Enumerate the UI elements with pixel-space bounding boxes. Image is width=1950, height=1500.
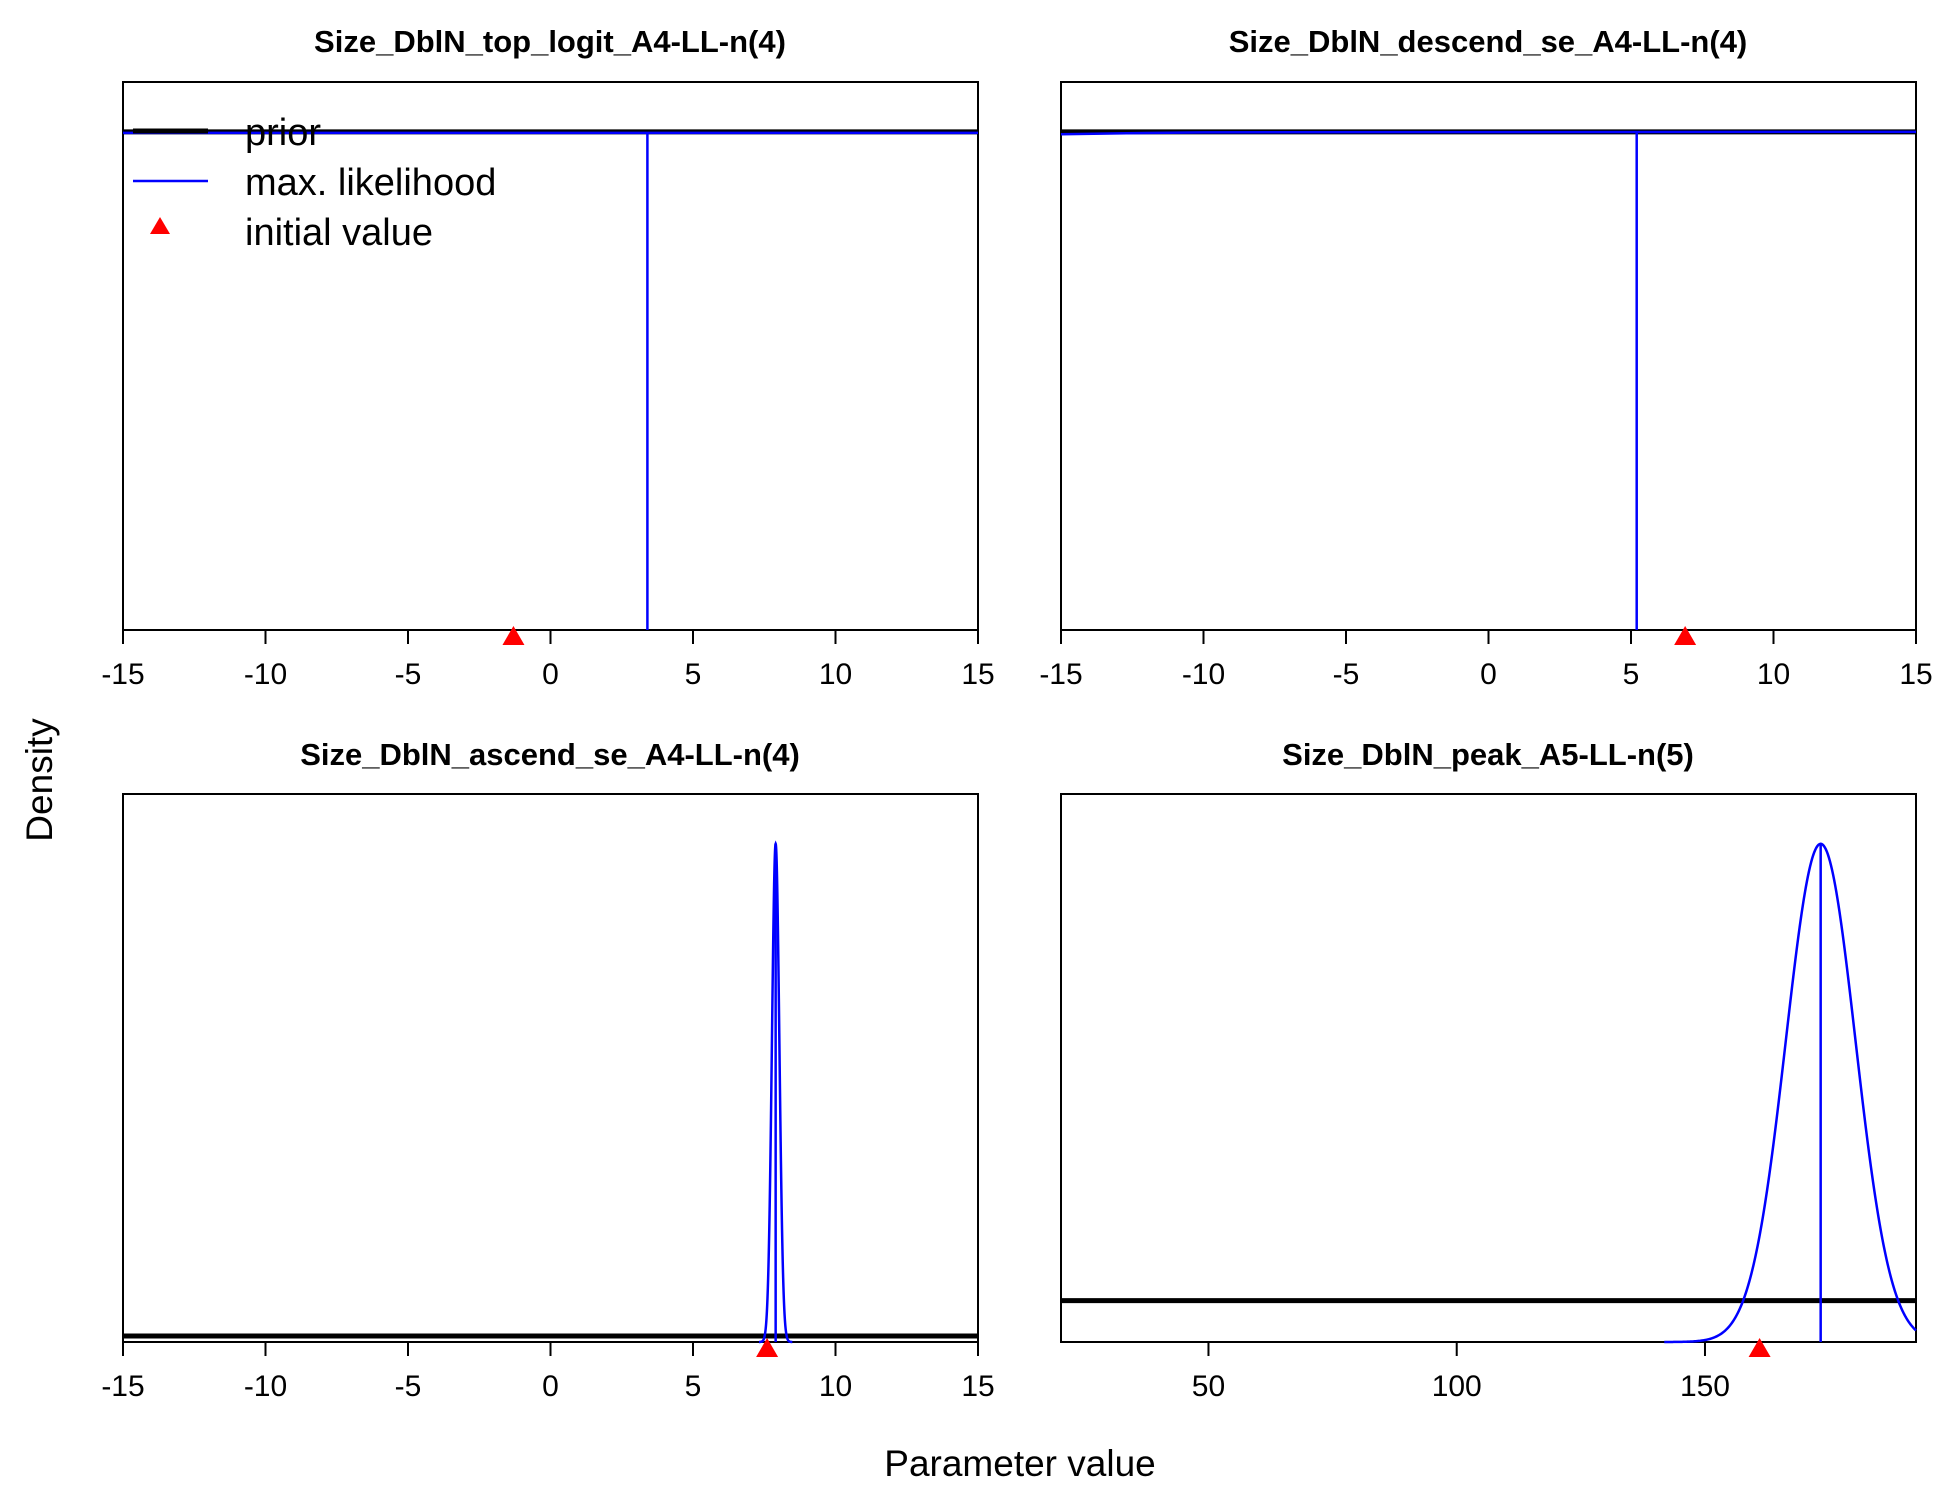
x-tick-label: 50: [1192, 1370, 1225, 1403]
panel-marks: 50 100 150: [1061, 842, 1917, 1403]
panel-title: Size_DblN_top_logit_A4-LL-n(4): [314, 24, 786, 59]
panel-bottom-right: Size_DblN_peak_A5-LL-n(5) 50 100 150: [1060, 737, 1917, 1403]
x-tick-label: 10: [819, 658, 852, 691]
x-tick-label: 15: [961, 658, 994, 691]
x-tick-label: 5: [685, 658, 702, 691]
x-tick-label: 10: [1757, 658, 1790, 691]
panel-title: Size_DblN_ascend_se_A4-LL-n(4): [300, 737, 800, 772]
x-tick-label: -10: [244, 1370, 287, 1403]
legend-max-likelihood-label: max. likelihood: [245, 162, 496, 204]
x-tick-label: -15: [1039, 658, 1082, 691]
panel-top-right: Size_DblN_descend_se_A4-LL-n(4) -15 -10 -5…: [1039, 24, 1932, 691]
legend: prior max. likelihood initial value: [133, 112, 496, 254]
x-tick-label: 150: [1680, 1370, 1730, 1403]
plot-frame: [1060, 793, 1917, 1343]
legend-initial-value-label: initial value: [245, 212, 433, 254]
x-tick-label: 0: [542, 658, 559, 691]
y-axis-title: Density: [19, 718, 60, 842]
max-likelihood-curve: [1060, 130, 1917, 136]
x-tick-label: -5: [1333, 658, 1360, 691]
panel-marks: -15 -10 -5 0 5 10 15: [101, 840, 995, 1403]
x-tick-label: 10: [819, 1370, 852, 1403]
x-tick-label: 0: [1480, 658, 1497, 691]
x-tick-label: -5: [395, 658, 422, 691]
x-tick-label: 100: [1432, 1370, 1482, 1403]
x-tick-label: -15: [101, 1370, 144, 1403]
x-axis-title: Parameter value: [884, 1443, 1155, 1484]
x-tick-label: -15: [101, 658, 144, 691]
initial-value-marker: [502, 626, 525, 645]
x-tick-label: -5: [395, 1370, 422, 1403]
panel-marks: -15 -10 -5 0 5 10 15: [101, 129, 995, 691]
panel-title: Size_DblN_peak_A5-LL-n(5): [1282, 737, 1694, 772]
x-tick-label: 5: [685, 1370, 702, 1403]
initial-value-marker: [1674, 626, 1697, 645]
panel-title: Size_DblN_descend_se_A4-LL-n(4): [1229, 24, 1748, 59]
panel-marks: -15 -10 -5 0 5 10 15: [1039, 129, 1933, 691]
x-tick-label: 0: [542, 1370, 559, 1403]
initial-value-marker: [1748, 1338, 1771, 1357]
x-tick-label: 5: [1623, 658, 1640, 691]
x-tick-label: -10: [1182, 658, 1225, 691]
x-tick-label: -10: [244, 658, 287, 691]
x-tick-label: 15: [1899, 658, 1932, 691]
initial-value-marker: [756, 1338, 779, 1357]
panel-top-left: Size_DblN_top_logit_A4-LL-n(4) -15 -10 -5 0…: [101, 24, 994, 691]
legend-initial-value-triangle: [150, 217, 170, 234]
panel-bottom-left: Size_DblN_ascend_se_A4-LL-n(4) -15 -10 -5 0…: [101, 737, 994, 1403]
max-likelihood-curve: [1664, 842, 1917, 1344]
legend-prior-label: prior: [245, 112, 321, 154]
x-tick-label: 15: [961, 1370, 994, 1403]
